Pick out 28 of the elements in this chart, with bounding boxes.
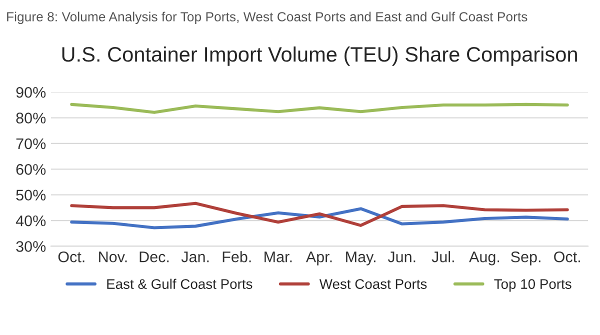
- x-tick-label: Mar.: [264, 252, 292, 262]
- x-tick-label: Dec.: [140, 252, 169, 262]
- legend-label: West Coast Ports: [319, 279, 427, 289]
- x-tick-label: Oct.: [58, 251, 84, 262]
- x-tick-label: Nov.: [99, 252, 127, 262]
- x-tick-label: Aug.: [469, 252, 500, 266]
- x-tick-label: Jan.: [181, 252, 209, 262]
- legend-label: Top 10 Ports: [494, 279, 572, 292]
- y-tick-label: 70%: [16, 138, 46, 150]
- chart-title: U.S. Container Import Volume (TEU) Share Comparison: [62, 46, 577, 66]
- legend-label: East & Gulf Coast Ports: [107, 278, 252, 289]
- y-tick-label: 50%: [16, 190, 46, 201]
- line-series: [70, 102, 569, 114]
- x-tick-label: Oct.: [554, 251, 580, 262]
- x-tick-label: Jul.: [432, 251, 454, 262]
- x-tick-label: Sep.: [511, 251, 540, 266]
- x-tick-label: May.: [346, 252, 376, 266]
- x-tick-label: Feb.: [222, 251, 251, 262]
- y-tick-label: 80%: [16, 112, 46, 124]
- line-series: [70, 202, 569, 227]
- y-tick-label: 90%: [16, 86, 46, 98]
- y-tick-label: 30%: [16, 241, 46, 252]
- line-series: [70, 207, 569, 230]
- y-tick-label: 60%: [16, 164, 46, 175]
- x-tick-label: Apr.: [306, 252, 332, 266]
- chart-subtitle: Figure 8: Volume Analysis for Top Ports, West Coast Ports and East and Gulf Coast Ports: [7, 12, 528, 24]
- y-tick-label: 40%: [16, 215, 46, 226]
- x-tick-label: Jun.: [388, 252, 416, 262]
